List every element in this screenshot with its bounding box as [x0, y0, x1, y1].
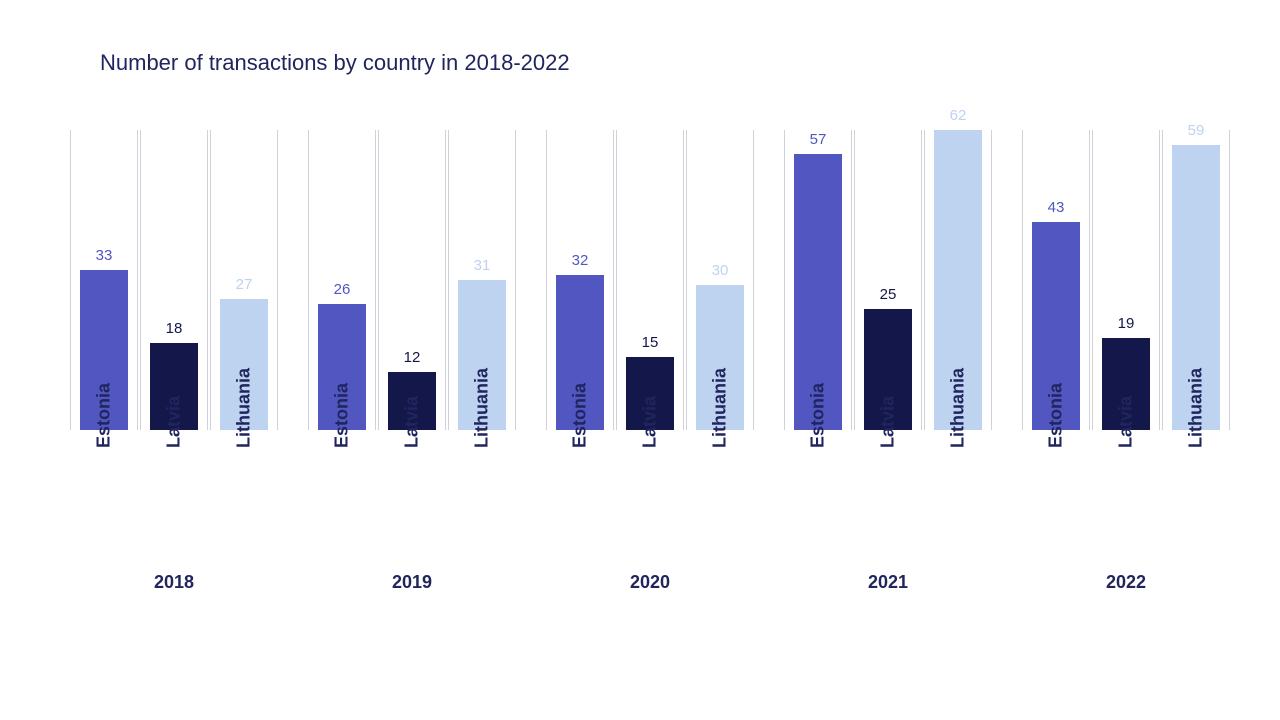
- chart-title: Number of transactions by country in 201…: [100, 50, 570, 76]
- bar-column: 15: [626, 130, 674, 430]
- gridline: [854, 130, 855, 430]
- gridline: [1162, 130, 1163, 430]
- gridline: [991, 130, 992, 430]
- gridline: [515, 130, 516, 430]
- gridline: [140, 130, 141, 430]
- gridline: [753, 130, 754, 430]
- gridline: [375, 130, 376, 430]
- bar-column: 18: [150, 130, 198, 430]
- value-label: 18: [166, 320, 183, 337]
- country-label: Latvia: [640, 396, 661, 448]
- gridline: [683, 130, 684, 430]
- country-label: Latvia: [1116, 396, 1137, 448]
- gridline: [616, 130, 617, 430]
- country-label: Estonia: [94, 383, 115, 448]
- gridline: [445, 130, 446, 430]
- gridline: [70, 130, 71, 430]
- year-label: 2018: [154, 572, 194, 593]
- gridline: [686, 130, 687, 430]
- country-label: Latvia: [164, 396, 185, 448]
- value-label: 15: [642, 334, 659, 351]
- value-label: 26: [334, 281, 351, 298]
- value-label: 33: [96, 247, 113, 264]
- gridline: [448, 130, 449, 430]
- gridline: [851, 130, 852, 430]
- value-label: 43: [1048, 199, 1065, 216]
- value-label: 12: [404, 349, 421, 366]
- country-label: Latvia: [878, 396, 899, 448]
- gridline: [378, 130, 379, 430]
- value-label: 25: [880, 286, 897, 303]
- country-label: Lithuania: [948, 368, 969, 448]
- gridline: [1229, 130, 1230, 430]
- gridline: [210, 130, 211, 430]
- year-label: 2021: [868, 572, 908, 593]
- country-label: Lithuania: [710, 368, 731, 448]
- gridline: [1092, 130, 1093, 430]
- value-label: 59: [1188, 122, 1205, 139]
- gridline: [277, 130, 278, 430]
- value-label: 62: [950, 107, 967, 124]
- year-label: 2020: [630, 572, 670, 593]
- bar-column: 12: [388, 130, 436, 430]
- country-label: Lithuania: [1186, 368, 1207, 448]
- bar-column: 25: [864, 130, 912, 430]
- gridline: [1159, 130, 1160, 430]
- value-label: 30: [712, 262, 729, 279]
- country-label: Estonia: [1046, 383, 1067, 448]
- value-label: 19: [1118, 315, 1135, 332]
- value-label: 27: [236, 276, 253, 293]
- gridline: [1089, 130, 1090, 430]
- year-label: 2022: [1106, 572, 1146, 593]
- country-label: Estonia: [332, 383, 353, 448]
- transactions-chart: Number of transactions by country in 201…: [0, 0, 1280, 720]
- country-label: Estonia: [808, 383, 829, 448]
- country-label: Estonia: [570, 383, 591, 448]
- country-label: Lithuania: [234, 368, 255, 448]
- gridline: [1022, 130, 1023, 430]
- gridline: [784, 130, 785, 430]
- value-label: 32: [572, 252, 589, 269]
- gridline: [308, 130, 309, 430]
- gridline: [921, 130, 922, 430]
- value-label: 57: [810, 131, 827, 148]
- gridline: [613, 130, 614, 430]
- year-label: 2019: [392, 572, 432, 593]
- gridline: [137, 130, 138, 430]
- gridline: [924, 130, 925, 430]
- country-label: Lithuania: [472, 368, 493, 448]
- plot-area: 331827261231321530572562431959: [100, 130, 1200, 430]
- value-label: 31: [474, 257, 491, 274]
- gridline: [546, 130, 547, 430]
- country-label: Latvia: [402, 396, 423, 448]
- gridline: [207, 130, 208, 430]
- bar-column: 19: [1102, 130, 1150, 430]
